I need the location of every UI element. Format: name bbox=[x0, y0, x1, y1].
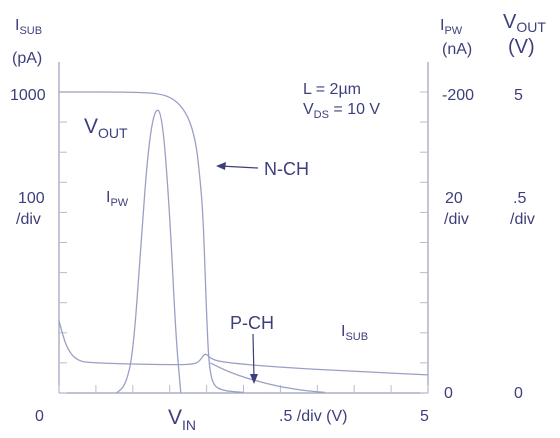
x-axis-right-tick: 5 bbox=[420, 408, 429, 425]
left-axis-scale-unit: /div bbox=[16, 211, 41, 228]
right-axis-2-title: VOUT bbox=[503, 11, 546, 35]
ipw-curve-label: IPW bbox=[106, 189, 129, 209]
x-axis-unit: .5 /div (V) bbox=[279, 408, 347, 425]
right-axis-1-scale-unit: /div bbox=[444, 211, 469, 228]
vout-curve-label: VOUT bbox=[84, 115, 128, 141]
axis-ticks bbox=[58, 91, 429, 394]
right-axis-1-bottom-tick: 0 bbox=[444, 385, 453, 402]
right-axis-1-top-tick: -200 bbox=[442, 87, 474, 104]
series-line-isub-p-ch bbox=[210, 362, 325, 394]
right-axis-1-unit: (nA) bbox=[442, 41, 472, 58]
right-axis-1-scale-value: 20 bbox=[445, 190, 463, 207]
isub-curve-label: ISUB bbox=[341, 323, 368, 343]
pch-arrow bbox=[250, 333, 258, 384]
condition-vds: VDS = 10 V bbox=[303, 101, 380, 121]
series-line-isub-n-ch bbox=[58, 320, 429, 376]
left-axis-scale-value: 100 bbox=[18, 190, 45, 207]
nch-arrow bbox=[216, 162, 259, 170]
right-axis-2-scale-value: .5 bbox=[513, 190, 526, 207]
right-axis-2-top-tick: 5 bbox=[514, 87, 523, 104]
right-axis-2-unit: (V) bbox=[508, 36, 535, 58]
left-axis-unit: (pA) bbox=[12, 50, 42, 67]
right-axis-2-bottom-tick: 0 bbox=[514, 385, 523, 402]
pch-label: P-CH bbox=[230, 313, 274, 333]
right-axis-1-title: IPW bbox=[440, 17, 463, 37]
right-axis-2-scale-unit: /div bbox=[510, 211, 535, 228]
condition-channel-length: L = 2µm bbox=[303, 81, 361, 98]
series-line-vout bbox=[59, 91, 244, 394]
left-axis-title: ISUB bbox=[15, 17, 42, 37]
series-line-ipw bbox=[116, 109, 182, 394]
x-axis-left-tick: 0 bbox=[35, 408, 44, 425]
nch-label: N-CH bbox=[264, 159, 309, 179]
curves bbox=[58, 91, 429, 394]
x-axis-title: VIN bbox=[168, 406, 196, 433]
left-axis-top-tick: 1000 bbox=[10, 87, 46, 104]
